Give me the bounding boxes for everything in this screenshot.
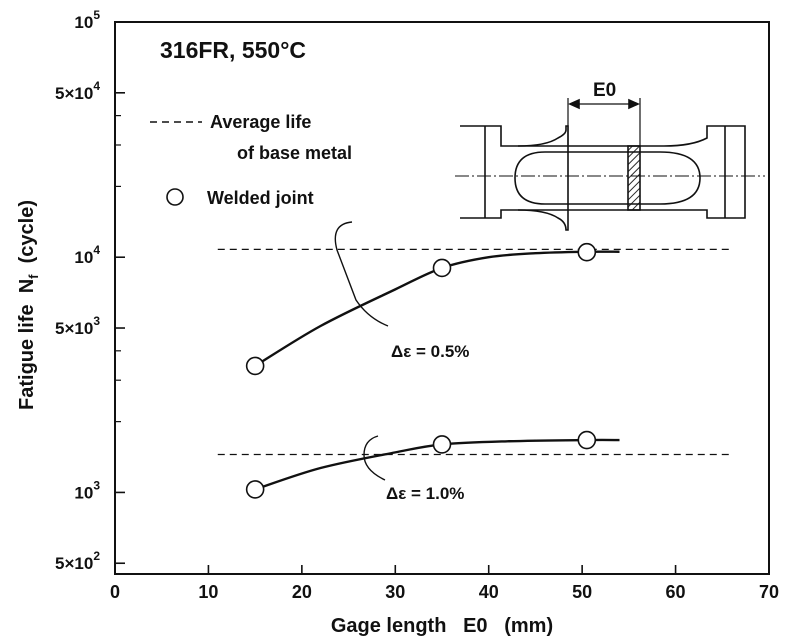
- y-tick-exponent-0: 2: [93, 549, 100, 563]
- y-axis-label-symbol: N: [16, 279, 38, 293]
- plot-frame: [114, 21, 770, 575]
- y-tick-label-0: 5×102: [55, 549, 100, 573]
- y-tick-mantissa-2: 5×10: [55, 319, 93, 338]
- specimen-gauge-outline: [518, 125, 746, 219]
- bracket-0-5: [334, 221, 389, 327]
- y-axis-label-unit: (cycle): [16, 200, 38, 274]
- y-tick-label-2: 5×103: [55, 314, 100, 338]
- strain-label-1-0: Δε = 1.0%: [386, 484, 464, 503]
- y-tick-exponent-4: 4: [93, 79, 100, 93]
- x-tick-label-3: 30: [385, 582, 405, 602]
- x-tick-label-7: 70: [759, 582, 779, 602]
- y-tick-label-5: 105: [74, 8, 100, 32]
- specimen-e0-arrow-right: [628, 98, 640, 110]
- data-point-1-0: [245, 480, 265, 499]
- data-point-0-1: [432, 258, 452, 278]
- y-tick-exponent-5: 5: [93, 8, 100, 22]
- bracket-1-0: [363, 435, 386, 481]
- data-point-0-0: [245, 356, 265, 376]
- y-tick-label-3: 104: [74, 243, 100, 267]
- specimen-diagram: [455, 98, 765, 231]
- legend-marker-label: Welded joint: [207, 188, 314, 208]
- data-point-1-1: [432, 435, 452, 454]
- specimen-e0-label: E0: [593, 80, 616, 101]
- legend-dashed-label-line2: of base metal: [237, 143, 352, 163]
- y-tick-exponent-1: 3: [93, 478, 100, 492]
- x-tick-label-5: 50: [572, 582, 592, 602]
- data-point-1-2: [577, 430, 597, 450]
- x-tick-label-2: 20: [292, 582, 312, 602]
- y-tick-mantissa-5: 10: [74, 13, 93, 32]
- x-axis-label: Gage length E0 (mm): [331, 615, 553, 637]
- y-tick-exponent-2: 3: [93, 314, 100, 328]
- y-axis-label-main: Fatigue life: [16, 293, 38, 410]
- y-tick-label-4: 5×104: [55, 79, 100, 103]
- legend: Average life of base metal Welded joint: [150, 112, 352, 208]
- specimen-left-grip: [460, 125, 569, 231]
- y-tick-mantissa-3: 10: [74, 248, 93, 267]
- y-axis-label-subscript: f: [26, 274, 41, 279]
- y-axis-label: Fatigue life Nf (cycle): [16, 200, 41, 410]
- x-tick-label-1: 10: [198, 582, 218, 602]
- legend-marker: [166, 188, 184, 206]
- y-tick-mantissa-1: 10: [74, 483, 93, 502]
- strain-label-0-5: Δε = 0.5%: [391, 342, 469, 361]
- legend-dashed-label-line1: Average life: [210, 112, 311, 132]
- chart-title: 316FR, 550°C: [160, 37, 306, 63]
- specimen-weld: [627, 145, 641, 211]
- data-layer: [217, 242, 732, 499]
- data-point-0-2: [577, 242, 597, 262]
- x-tick-label-6: 60: [666, 582, 686, 602]
- y-tick-mantissa-4: 5×10: [55, 84, 93, 103]
- x-tick-label-0: 0: [110, 582, 120, 602]
- y-tick-mantissa-0: 5×10: [55, 554, 93, 573]
- y-tick-label-1: 103: [74, 478, 100, 502]
- specimen-e0-arrow-left: [568, 98, 580, 110]
- specimen-inner-shape: [514, 151, 701, 205]
- y-tick-exponent-3: 4: [93, 243, 100, 257]
- x-tick-label-4: 40: [479, 582, 499, 602]
- x-axis: 0 10 20 30 40 50 60 70: [110, 565, 779, 602]
